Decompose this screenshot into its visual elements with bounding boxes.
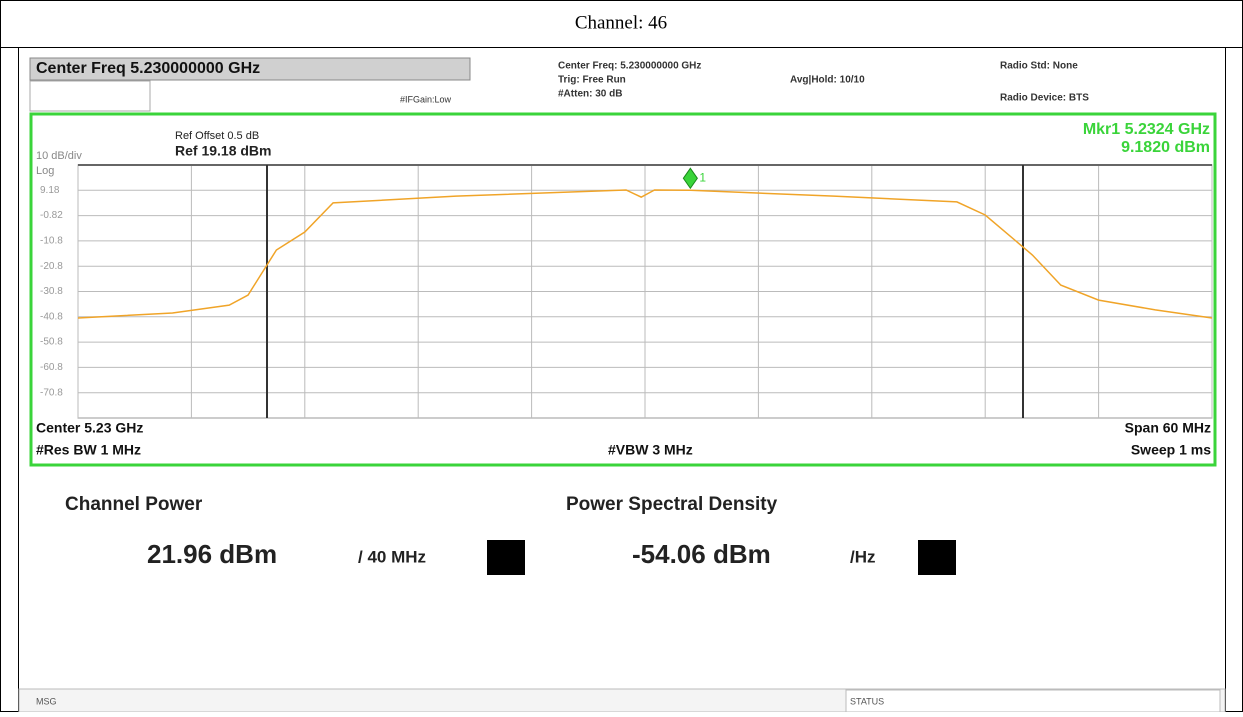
plot: 9.18 -0.82 -10.8 -20.8 -30.8 -40.8 -50.8 -60.8 -… (40, 164, 1213, 419)
trig: Trig: Free Run (558, 75, 626, 86)
input-box (29, 80, 151, 112)
y-tick-label: -30.8 (40, 286, 63, 297)
log: Log (36, 165, 54, 177)
psd-value: -54.06 dBm (632, 539, 771, 569)
center: Center 5.23 GHz (36, 420, 143, 436)
rbw: #Res BW 1 MHz (36, 442, 141, 458)
sweep: Sweep 1 ms (1131, 442, 1211, 458)
y-tick-label: -40.8 (40, 311, 63, 322)
vbw: #VBW 3 MHz (608, 442, 693, 458)
y-tick-label: -20.8 (40, 261, 63, 272)
marker-level: 9.1820 dBm (1121, 139, 1210, 156)
marker-label: 1 (699, 170, 706, 184)
channel-power-value: 21.96 dBm (147, 539, 277, 569)
status: STATUS (850, 696, 884, 706)
marker-freq: Mkr1 5.2324 GHz (1083, 121, 1210, 138)
y-tick-label: -60.8 (40, 362, 63, 373)
psd-label: Power Spectral Density (566, 494, 778, 515)
span: Span 60 MHz (1125, 420, 1211, 436)
ref-level: Ref 19.18 dBm (175, 143, 271, 159)
y-tick-label: -0.82 (40, 210, 63, 221)
y-tick-label: -70.8 (40, 387, 63, 398)
y-tick-label: -50.8 (40, 337, 63, 348)
indicator (918, 540, 956, 575)
avg-hold: Avg|Hold: 10/10 (790, 75, 865, 86)
status-box (845, 689, 1221, 713)
center-box (29, 57, 471, 81)
center-freq-box: Center Freq 5.230000000 GHz (36, 60, 260, 77)
msg: MSG (36, 696, 57, 706)
indicator (487, 540, 525, 575)
title: Channel: 46 (575, 12, 667, 33)
marker (682, 167, 698, 190)
radio-std: Radio Std: None (1000, 61, 1078, 72)
trace (77, 189, 1213, 319)
channel-power-label: Channel Power (65, 494, 203, 515)
radio-device: Radio Device: BTS (1000, 93, 1089, 104)
center-freq: Center Freq: 5.230000000 GHz (558, 61, 701, 72)
channel-power-unit: / 40 MHz (358, 547, 426, 566)
scale: 10 dB/div (36, 150, 82, 162)
ref-offset: Ref Offset 0.5 dB (175, 130, 259, 142)
y-tick-label: 9.18 (40, 185, 60, 196)
y-tick-label: -10.8 (40, 236, 63, 247)
atten: #Atten: 30 dB (558, 89, 622, 100)
psd-unit: /Hz (850, 547, 876, 566)
ifgain: #IFGain:Low (400, 94, 452, 104)
